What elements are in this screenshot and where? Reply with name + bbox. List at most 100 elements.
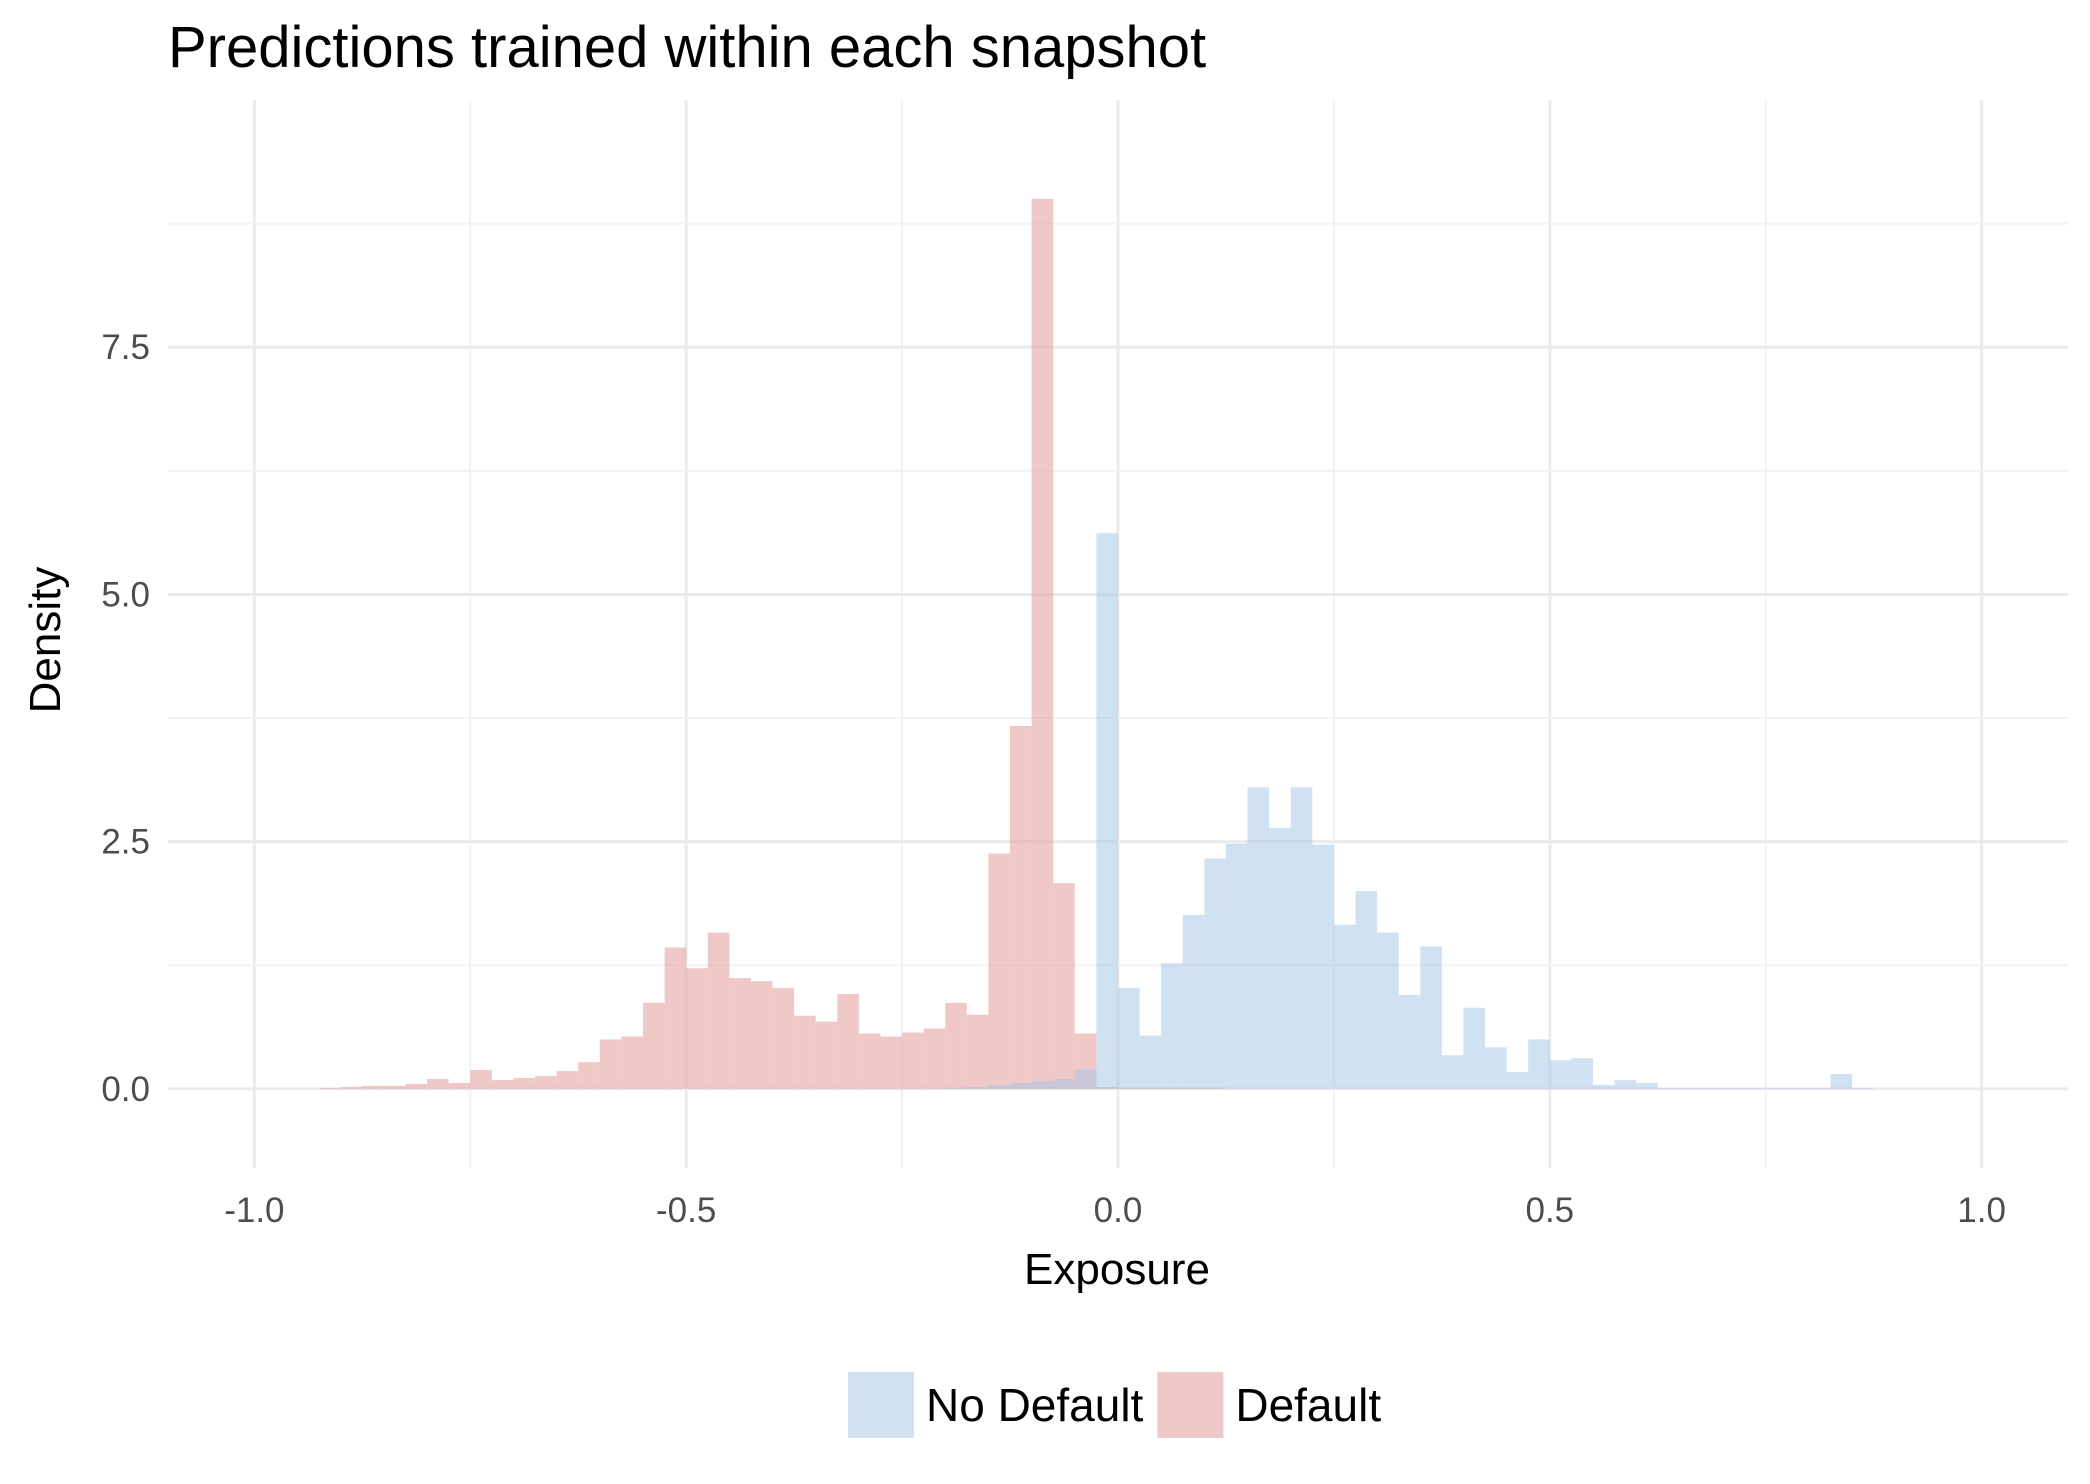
bar-default — [319, 1087, 341, 1089]
y-tick-label: 7.5 — [101, 328, 150, 367]
bar-no-default — [1333, 924, 1356, 1089]
legend-label-default: Default — [1235, 1379, 1381, 1431]
bar-default — [923, 1028, 946, 1089]
bar-default — [880, 1036, 903, 1089]
bar-default — [772, 988, 795, 1089]
y-axis-title: Density — [21, 567, 70, 714]
bar-no-default — [1161, 963, 1183, 1089]
legend: No Default Default — [848, 1372, 1381, 1438]
x-axis-title: Exposure — [1024, 1245, 1210, 1294]
bar-no-default — [1614, 1079, 1637, 1089]
bar-no-default — [1139, 1035, 1162, 1089]
bar-default — [405, 1083, 428, 1089]
x-tick-label: 0.5 — [1525, 1191, 1574, 1230]
bar-default — [686, 968, 708, 1089]
bar-no-default — [1398, 994, 1421, 1089]
x-axis-ticks: -1.0 -0.5 0.0 0.5 1.0 — [224, 1191, 2006, 1230]
bar-no-default — [1657, 1087, 1680, 1089]
bar-default — [427, 1079, 449, 1089]
bar-no-default — [1182, 914, 1205, 1089]
bar-default — [470, 1070, 492, 1089]
bar-no-default — [1053, 1079, 1075, 1089]
x-tick-label: 1.0 — [1957, 1191, 2006, 1230]
bar-no-default — [1700, 1087, 1723, 1089]
bar-no-default — [1679, 1087, 1701, 1089]
bar-no-default — [1441, 1055, 1464, 1089]
bar-default — [729, 978, 751, 1089]
bar-no-default — [1852, 1087, 1874, 1089]
bar-no-default — [1204, 858, 1226, 1089]
x-tick-label: 0.0 — [1094, 1191, 1143, 1230]
bar-default — [1010, 725, 1032, 1089]
bar-default — [535, 1076, 557, 1089]
bar-no-default — [1118, 988, 1140, 1089]
y-axis-ticks: 0.0 2.5 5.0 7.5 — [101, 328, 150, 1109]
bar-no-default — [1312, 844, 1334, 1089]
y-tick-label: 2.5 — [101, 823, 150, 862]
bar-default — [794, 1015, 816, 1089]
bar-default — [513, 1078, 536, 1089]
bar-default — [858, 1033, 881, 1089]
bar-default — [664, 947, 687, 1089]
bar-no-default — [1528, 1039, 1550, 1089]
bar-no-default — [1463, 1007, 1486, 1089]
bar-no-default — [1420, 946, 1442, 1089]
bar-default — [815, 1021, 838, 1089]
bar-no-default — [1571, 1058, 1593, 1089]
bar-no-default — [966, 1086, 989, 1089]
bar-no-default — [1744, 1087, 1766, 1089]
bar-no-default — [1722, 1087, 1745, 1089]
bar-default — [599, 1039, 622, 1089]
x-tick-label: -1.0 — [224, 1191, 284, 1230]
bar-default — [340, 1086, 363, 1089]
bar-no-default — [1096, 533, 1118, 1089]
bar-default — [707, 932, 730, 1089]
bar-no-default — [1830, 1074, 1853, 1089]
bar-default — [556, 1071, 579, 1089]
bar-default — [362, 1085, 384, 1089]
bar-no-default — [1290, 787, 1313, 1089]
series-no-default-bars — [945, 533, 1874, 1089]
bar-no-default — [1787, 1087, 1809, 1089]
legend-key-no-default — [848, 1372, 914, 1438]
bar-default — [966, 1014, 989, 1089]
bar-default — [750, 981, 773, 1089]
bar-default — [643, 1002, 665, 1089]
series-default-bars — [319, 198, 1226, 1089]
bar-default — [837, 993, 859, 1089]
legend-label-no-default: No Default — [926, 1379, 1144, 1431]
bar-no-default — [945, 1087, 967, 1089]
bar-default — [1053, 883, 1075, 1089]
bar-no-default — [1010, 1082, 1032, 1089]
bar-no-default — [1549, 1060, 1572, 1089]
bar-default — [448, 1082, 471, 1089]
y-tick-label: 5.0 — [101, 575, 150, 614]
bar-no-default — [988, 1084, 1011, 1089]
bar-default — [988, 853, 1011, 1089]
bar-no-default — [1593, 1084, 1615, 1089]
bar-no-default — [1636, 1082, 1658, 1089]
bar-default — [902, 1032, 924, 1089]
bar-no-default — [1225, 843, 1248, 1089]
bar-default — [578, 1062, 600, 1089]
bar-default — [491, 1079, 514, 1089]
bar-no-default — [1506, 1072, 1529, 1089]
bar-default — [1031, 198, 1054, 1089]
bar-default — [621, 1036, 643, 1089]
bar-no-default — [1247, 787, 1270, 1089]
x-tick-label: -0.5 — [656, 1191, 716, 1230]
bar-no-default — [1031, 1080, 1054, 1089]
bar-no-default — [1485, 1047, 1507, 1089]
bar-no-default — [1377, 932, 1399, 1089]
bar-default — [945, 1002, 967, 1089]
legend-key-default — [1157, 1372, 1224, 1438]
chart-title: Predictions trained within each snapshot — [168, 15, 1206, 80]
bar-no-default — [1808, 1087, 1831, 1089]
bar-no-default — [1074, 1069, 1097, 1089]
bar-no-default — [1355, 891, 1378, 1089]
y-tick-label: 0.0 — [101, 1070, 150, 1109]
bar-no-default — [1765, 1087, 1788, 1089]
bar-no-default — [1269, 827, 1291, 1089]
bar-default — [383, 1085, 406, 1089]
